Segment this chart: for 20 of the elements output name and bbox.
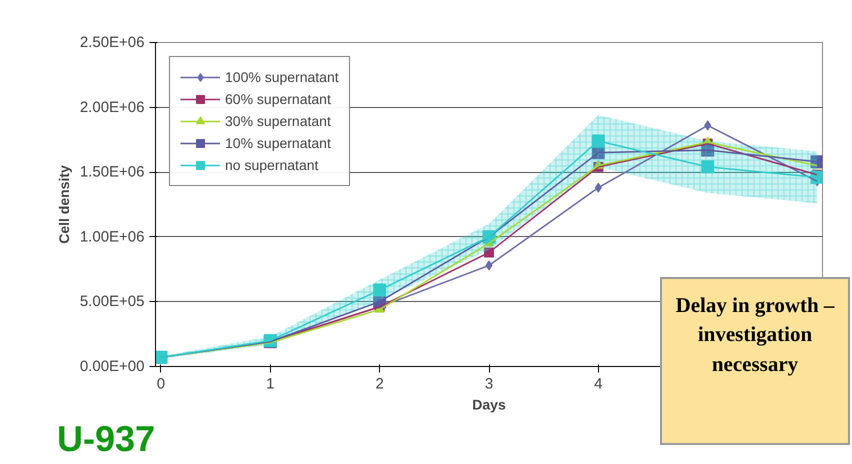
x-tick-label: 2 [375,376,384,392]
y-tick-label: 0.00E+00 [80,358,145,375]
y-axis-title: Cell density [56,164,72,244]
note-box: Delay in growth – investigation necessary [660,277,850,445]
legend-label: 60% supernatant [225,91,331,107]
text: U-937 [57,417,156,461]
y-tick-label: 1.00E+06 [80,228,145,246]
legend-label: 100% supernatant [225,69,339,85]
x-tick-label: 4 [594,376,603,392]
legend-label: no supernatant [225,157,318,173]
legend-label: 10% supernatant [225,135,331,151]
y-tick-label: 1.50E+06 [80,164,145,181]
x-tick-label: 0 [156,376,166,392]
y-tick-label: 5.00E+05 [80,293,145,310]
y-tick-label: 2.50E+06 [80,34,145,51]
y-tick-label: 2.00E+06 [80,98,145,116]
legend-label: 30% supernatant [225,113,331,129]
x-axis-title: Days [472,396,506,412]
x-tick-label: 1 [266,376,274,392]
x-tick-label: 3 [484,376,494,392]
